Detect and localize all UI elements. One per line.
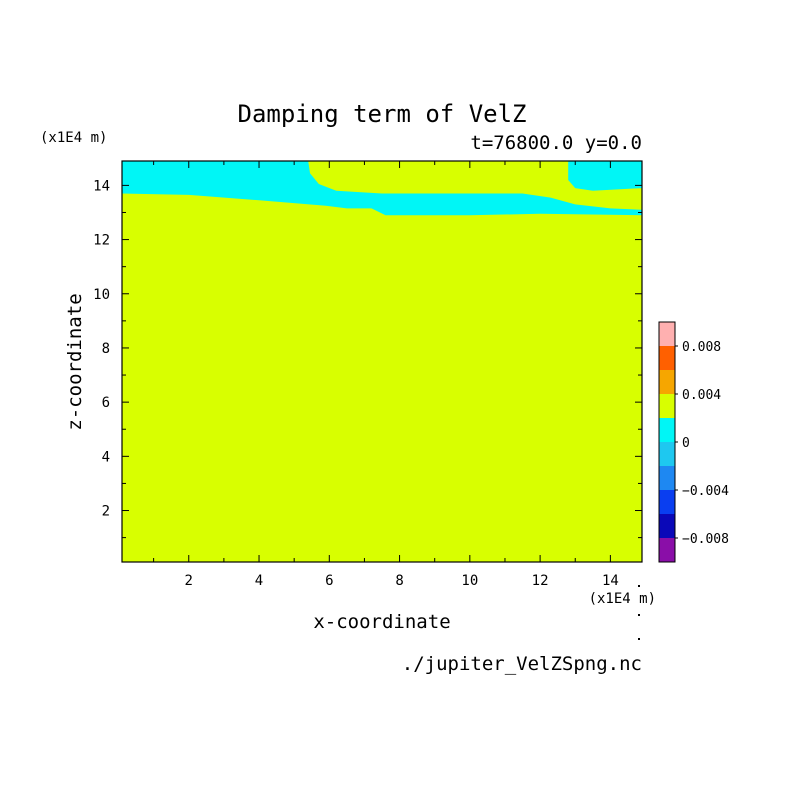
plot-frame [121,160,643,563]
colorbar-band [659,538,675,562]
colorbar-band [659,514,675,538]
colorbar-band [659,490,675,514]
y-tick-label: 4 [102,449,110,465]
colorbar-band [659,346,675,370]
colorbar-band [659,466,675,490]
x-tick-label: 12 [532,573,549,589]
y-unit-label: (x1E4 m) [40,130,107,146]
contour-region-1 [122,161,642,216]
marker-dot [638,614,640,616]
chart-subtitle: t=76800.0 y=0.0 [470,132,642,154]
colorbar-band [659,442,675,466]
y-tick-label: 2 [102,504,110,520]
colorbar-tick-label: 0.004 [682,388,721,403]
colorbar-tick-label: −0.004 [682,484,729,499]
marker-dot [638,638,640,640]
y-axis-label: z-coordinate [64,293,86,430]
x-tick-label: 4 [255,573,263,589]
source-file-label: ./jupiter_VelZSpng.nc [402,653,642,675]
y-tick-label: 12 [93,233,110,249]
colorbar-tick-label: −0.008 [682,532,729,547]
axes-layer: 2 4 6 8 10 12 14 2 4 6 8 10 12 14 [93,160,643,589]
x-tick-label: 6 [325,573,333,589]
colorbar: 0.008 0.004 0 −0.004 −0.008 [658,321,729,563]
x-tick-label: 2 [185,573,193,589]
colorbar-band-top [659,322,675,346]
y-tick-label: 8 [102,341,110,357]
colorbar-band [659,394,675,418]
marker-dot [638,585,640,587]
plot-layer [122,161,642,562]
colorbar-tick-label: 0 [682,436,690,451]
y-tick-label: 6 [102,395,110,411]
x-tick-label: 14 [602,573,619,589]
x-tick-label: 8 [395,573,403,589]
chart-title: Damping term of VelZ [238,100,527,128]
colorbar-tick-label: 0.008 [682,340,721,355]
colorbar-band [659,370,675,394]
colorbar-band [659,418,675,442]
field-background [122,161,642,562]
y-tick-label: 10 [93,287,110,303]
contour-region-2 [568,161,642,191]
x-tick-label: 10 [461,573,478,589]
x-unit-label: (x1E4 m) [589,591,656,607]
x-axis-label: x-coordinate [313,611,450,633]
y-tick-label: 14 [93,178,110,194]
